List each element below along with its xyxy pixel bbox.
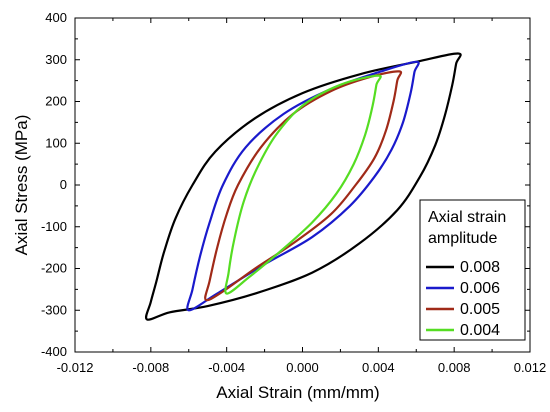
y-tick-label: -100 xyxy=(41,219,67,234)
x-tick-label: -0.012 xyxy=(57,360,94,375)
y-tick-label: 300 xyxy=(45,52,67,67)
legend: Axial strain amplitude 0.008 0.006 0.005 0.00… xyxy=(419,199,526,341)
series-loop-0.004 xyxy=(224,74,382,295)
series-layer xyxy=(144,52,462,321)
y-tick-label: 400 xyxy=(45,10,67,25)
legend-label-0.004: 0.004 xyxy=(460,322,500,339)
y-tick-label: 0 xyxy=(60,177,67,192)
legend-label-0.008: 0.008 xyxy=(460,259,500,276)
ticks-layer: -0.012 -0.008 -0.004 0.000 0.004 0.008 0.012 -4… xyxy=(41,10,546,375)
y-tick-label: -200 xyxy=(41,261,67,276)
y-tick-label: 100 xyxy=(45,135,67,150)
series-loop-0.008 xyxy=(144,52,462,321)
legend-label-0.006: 0.006 xyxy=(460,280,500,297)
y-tick-label: 200 xyxy=(45,94,67,109)
legend-title: Axial strain xyxy=(428,209,506,226)
y-tick-label: -300 xyxy=(41,302,67,317)
y-axis-title: Axial Stress (MPa) xyxy=(12,115,31,256)
legend-box xyxy=(419,199,526,341)
x-axis-title: Axial Strain (mm/mm) xyxy=(216,383,379,402)
legend-label-0.005: 0.005 xyxy=(460,301,500,318)
x-tick-label: 0.000 xyxy=(286,360,319,375)
legend-title: amplitude xyxy=(428,230,497,247)
x-tick-label: -0.008 xyxy=(132,360,169,375)
x-tick-label: 0.004 xyxy=(362,360,395,375)
y-tick-label: -400 xyxy=(41,344,67,359)
x-tick-label: 0.012 xyxy=(514,360,547,375)
series-loop-0.006 xyxy=(186,60,420,312)
x-tick-label: 0.008 xyxy=(438,360,471,375)
x-tick-label: -0.004 xyxy=(208,360,245,375)
